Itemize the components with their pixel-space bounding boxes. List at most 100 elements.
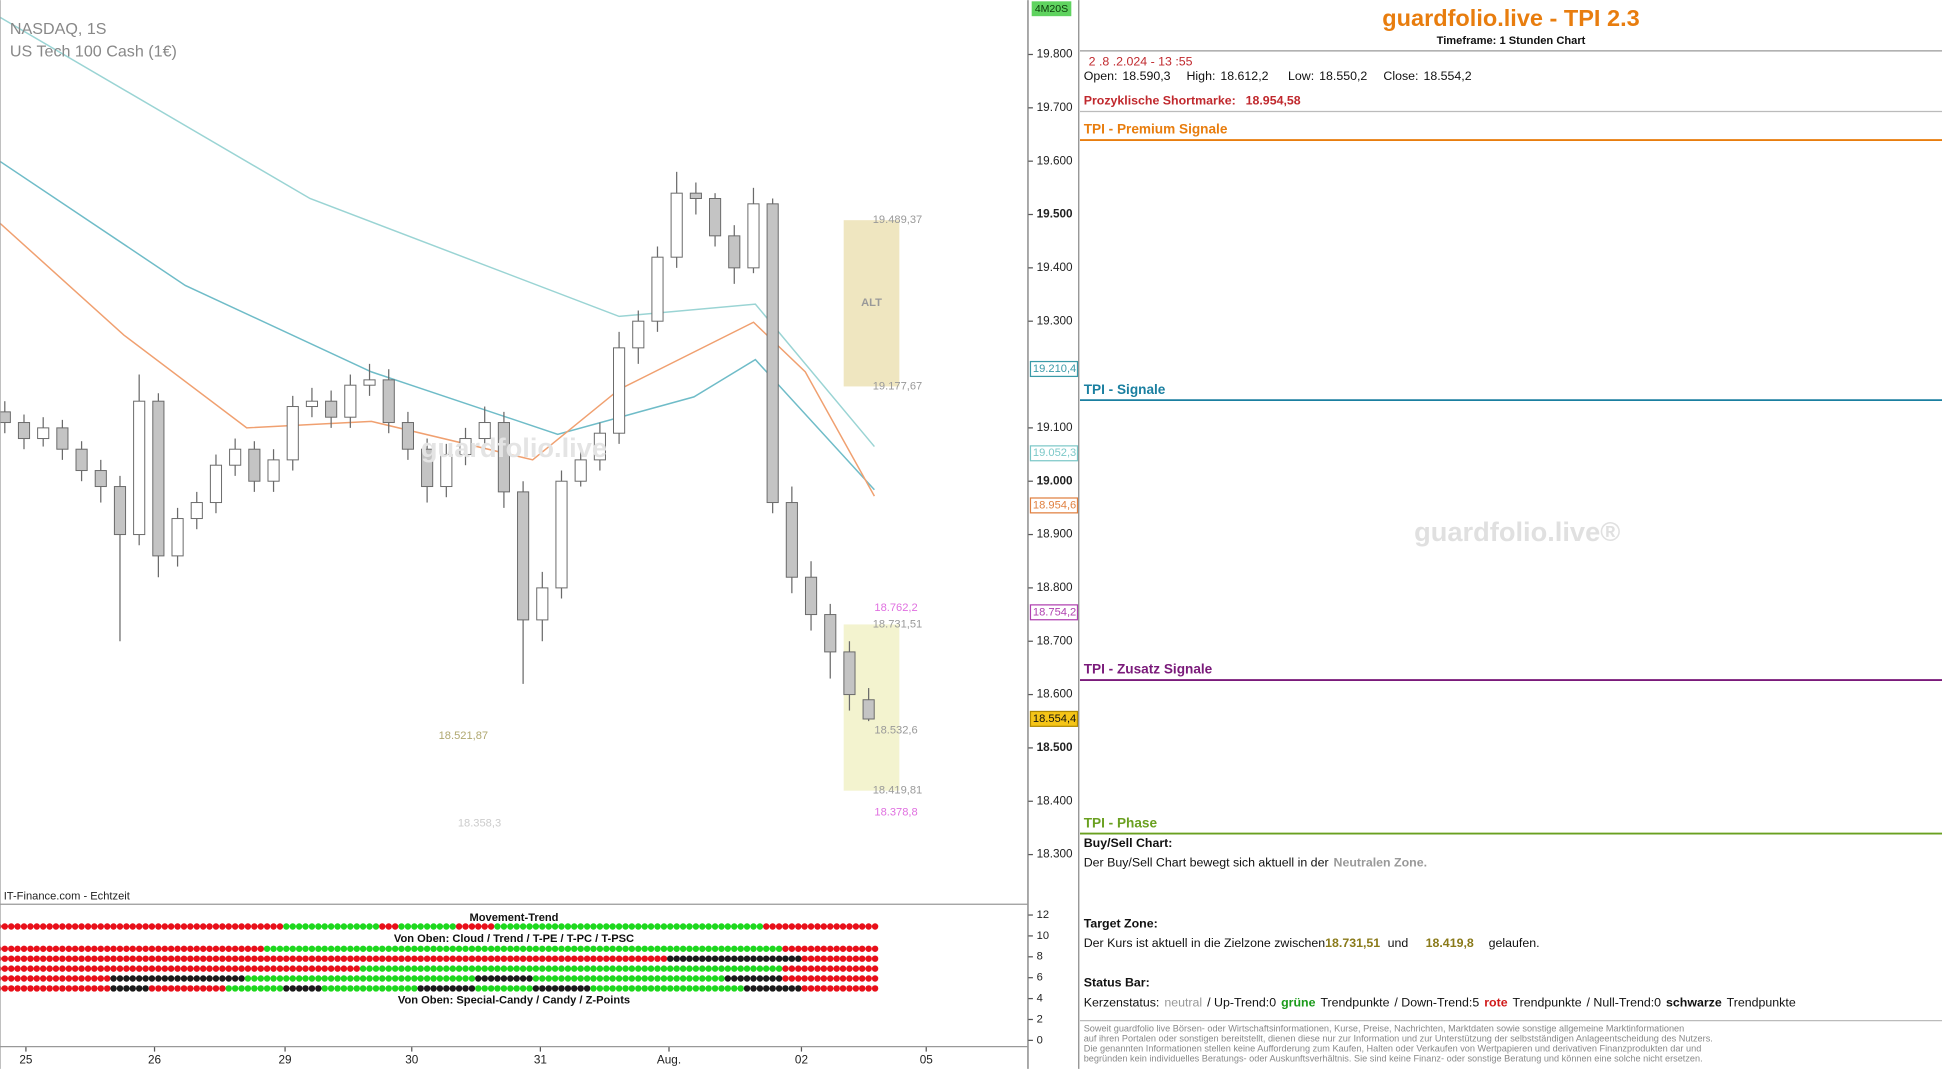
candle-body <box>536 587 549 621</box>
indicator-dot <box>603 945 610 953</box>
indicator-dot <box>718 985 725 992</box>
indicator-dot <box>283 985 290 992</box>
shortmarke-label: Prozyklische Shortmarke: <box>1084 94 1236 108</box>
indicator-dot <box>654 985 661 992</box>
indicator-dot <box>276 975 284 982</box>
indicator-dot <box>590 945 597 953</box>
indicator-dot <box>1 975 9 982</box>
ohlc-label: Close: <box>1383 69 1418 83</box>
indicator-dot <box>769 923 776 930</box>
indicator-dot <box>443 955 450 962</box>
indicator-dot <box>705 975 712 982</box>
indicator-dot <box>97 955 105 962</box>
indicator-dot <box>404 923 412 930</box>
indicator-dot <box>724 923 732 930</box>
indicator-dot <box>411 955 418 962</box>
indicator-dot <box>852 955 860 962</box>
indicator-dot <box>20 965 28 972</box>
indicator-dot <box>711 985 719 992</box>
price-marker-label: 18.754,2 <box>1033 606 1076 618</box>
indicator-dot <box>449 923 456 930</box>
indicator-dot <box>839 923 847 930</box>
indicator-dot <box>782 975 789 982</box>
indicator-dot <box>244 955 252 962</box>
price-marker <box>1029 445 1079 462</box>
indicator-dot <box>718 923 725 930</box>
indicator-run <box>455 923 495 930</box>
indicator-dot <box>379 965 386 972</box>
indicator-dot <box>603 975 610 982</box>
indicator-dot <box>244 945 252 953</box>
disclaimer-line: begründen kein individuelles Beratungs- … <box>1084 1053 1703 1063</box>
indicator-dot <box>135 965 143 972</box>
indicator-dot <box>225 923 232 930</box>
status-part: / Up-Trend:0 <box>1207 996 1276 1010</box>
indicator-dot <box>65 923 73 930</box>
indicator-dot <box>641 945 648 953</box>
candle-body <box>325 400 338 418</box>
indicator-dot <box>321 945 328 953</box>
indicator-dot <box>564 945 572 953</box>
ohlc-item: Low: 18.550,2 <box>1288 69 1367 83</box>
indicator-dot <box>225 945 232 953</box>
indicator-dot <box>379 945 386 953</box>
indicator-dot <box>78 975 85 982</box>
indicator-dot <box>692 975 700 982</box>
indicator-dot <box>372 975 380 982</box>
indicator-dot <box>622 923 629 930</box>
indicator-dot <box>526 965 533 972</box>
indicator-dot <box>110 955 117 962</box>
indicator-dot <box>84 945 92 953</box>
indicator-dot <box>359 955 367 962</box>
indicator-dot <box>411 965 418 972</box>
indicator-dot <box>558 985 565 992</box>
indicator-dot <box>225 955 232 962</box>
indicator-dot <box>487 975 495 982</box>
indicator-dot <box>519 975 527 982</box>
indicator-dot <box>276 945 284 953</box>
indicator-dot <box>436 985 444 992</box>
indicator-dot <box>551 965 559 972</box>
panel-title: guardfolio.live - TPI 2.3 <box>1382 5 1639 31</box>
indicator-dot <box>603 955 610 962</box>
indicator-dot <box>276 923 284 930</box>
indicator-dot <box>436 975 444 982</box>
indicator-dot <box>455 955 463 962</box>
indicator-dot <box>475 955 482 962</box>
indicator-dot <box>846 923 853 930</box>
indicator-dot <box>487 985 495 992</box>
indicator-dot <box>334 923 341 930</box>
indicator-dot <box>199 975 207 982</box>
indicator-dot <box>84 965 92 972</box>
indicator-dot <box>46 945 53 953</box>
y-tick-label: 19.800 <box>1037 48 1073 61</box>
candle-body <box>171 518 184 557</box>
buy-sell-title: Buy/Sell Chart: <box>1084 836 1173 850</box>
candle-body <box>209 464 223 504</box>
indicator-dot <box>1 945 9 953</box>
indicator-dot <box>283 965 290 972</box>
indicator-dot <box>174 945 181 953</box>
target-from: 18.731,51 <box>1325 936 1380 950</box>
indicator-dot <box>788 945 796 953</box>
indicator-run <box>283 985 322 992</box>
indicator-dot <box>532 985 540 992</box>
indicator-dot <box>833 923 840 930</box>
indicator-dot <box>532 975 540 982</box>
indicator-dot <box>91 965 98 972</box>
indicator-dot <box>500 985 508 992</box>
indicator-dot <box>660 975 668 982</box>
indicator-dot <box>526 975 533 982</box>
indicator-dot <box>705 923 712 930</box>
indicator-dot <box>97 975 105 982</box>
indicator-dot <box>417 945 424 953</box>
indicator-dot <box>667 945 674 953</box>
indicator-dot <box>545 945 552 953</box>
indicator-dot <box>283 975 290 982</box>
price-annotation: 18.532,6 <box>874 724 917 736</box>
indicator-dot <box>539 923 546 930</box>
chart-title: NASDAQ, 1S <box>10 20 107 38</box>
indicator-dot <box>391 923 399 930</box>
indicator-run <box>379 923 399 930</box>
indicator-dot <box>532 945 540 953</box>
